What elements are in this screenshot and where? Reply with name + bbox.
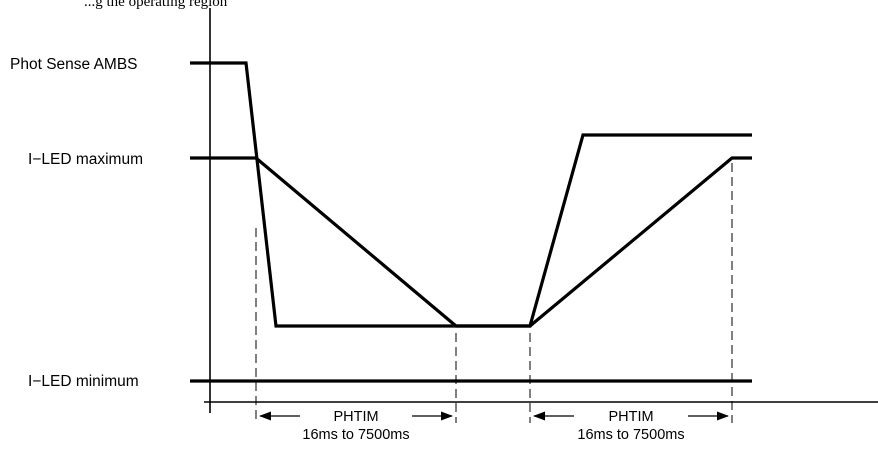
led-current-trace xyxy=(190,156,752,328)
phtim-interval-2-arrows xyxy=(533,411,729,421)
phtim-interval-1-arrows xyxy=(259,411,453,421)
phtim-interval-1-range: 16ms to 7500ms xyxy=(302,427,409,443)
label-led-maximum: I−LED maximum xyxy=(28,151,143,168)
phot-sense-ambs-trace xyxy=(190,61,752,328)
cropped-caption: ...g the operating region xyxy=(84,0,228,10)
phtim-interval-2-name: PHTIM xyxy=(608,409,653,425)
label-phot-sense-ambs: Phot Sense AMBS xyxy=(10,56,138,73)
phtim-interval-2-range: 16ms to 7500ms xyxy=(577,427,684,443)
label-led-minimum: I−LED minimum xyxy=(28,373,139,390)
phtim-interval-1-name: PHTIM xyxy=(333,409,378,425)
